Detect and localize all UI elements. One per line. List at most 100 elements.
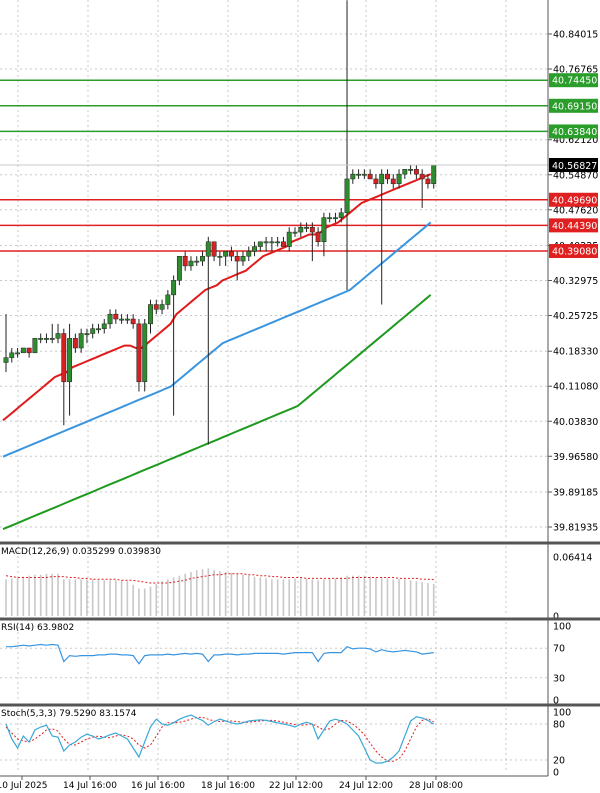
support-resistance-labels: 40.74450 40.69150 40.63840 40.49690 40.44390…: [549, 73, 598, 259]
candle-down: [113, 313, 119, 320]
candle-up: [78, 333, 84, 349]
candle-up: [252, 246, 257, 252]
candle-up: [176, 255, 182, 281]
candle-up: [9, 352, 15, 358]
candle-up: [275, 241, 281, 244]
candle-up: [269, 241, 275, 244]
support-label-bg: [549, 244, 598, 259]
candle-down: [425, 178, 431, 185]
fast-moving-average: [2, 173, 432, 422]
moving-averages: [2, 173, 432, 531]
candle-up: [298, 227, 304, 233]
candle-up: [361, 173, 367, 176]
candle-down: [61, 333, 67, 383]
candle-up: [408, 169, 414, 171]
stoch-main-line: [5, 714, 435, 764]
resistance-label-bg: [549, 98, 598, 113]
price-tick-label: 40.62120: [553, 135, 598, 146]
time-axis: 10 Jul 2025 14 Jul 16:00 16 Jul 16:00 18 Ju…: [0, 776, 463, 791]
candle-down: [315, 231, 321, 242]
candle-up: [55, 333, 61, 339]
candle-down: [390, 178, 396, 185]
candle-up: [217, 255, 223, 258]
candle-up: [15, 352, 21, 355]
candle-up: [119, 318, 125, 321]
candle-down: [182, 255, 188, 267]
price-tick-label: 40.11080: [553, 382, 598, 393]
price-tick-label: 40.03830: [553, 417, 598, 428]
candle-up: [20, 347, 26, 354]
candle-down: [153, 304, 159, 310]
support-label: 40.39080: [552, 247, 597, 258]
price-tick-label: 40.25725: [553, 311, 598, 322]
price-tick-label: 40.18330: [553, 347, 598, 358]
candle-up: [165, 294, 171, 305]
rsi-tick-label: 70: [553, 644, 565, 655]
time-tick-label: 10 Jul 2025: [0, 781, 47, 791]
candle-up: [101, 323, 107, 329]
rsi-title: RSI(14) 63.9802: [1, 623, 74, 633]
price-tick-label: 40.32975: [553, 276, 598, 287]
stoch-grid: [0, 708, 548, 772]
resistance-label-bg: [549, 124, 598, 139]
rsi-panel: RSI(14) 63.9802 100 70 30 0: [0, 617, 600, 707]
rsi-tick-label: 100: [553, 622, 571, 633]
candle-up: [402, 169, 408, 175]
price-tick-label: 39.89185: [553, 487, 598, 498]
candle-down: [228, 251, 234, 257]
stoch-tick-label: 20: [553, 756, 565, 767]
rsi-tick-label: 0: [553, 696, 559, 707]
candle-up: [292, 231, 298, 234]
stoch-tick-label: 80: [553, 720, 565, 731]
candle-down: [385, 173, 390, 180]
candles: [3, 0, 437, 445]
candle-up: [142, 323, 148, 383]
candle-up: [3, 357, 9, 363]
macd-histogram: [5, 568, 435, 616]
slow-moving-average: [2, 294, 432, 531]
candle-up: [96, 328, 101, 331]
candle-up: [333, 217, 338, 220]
price-panel: 40.84015 40.76765 40.62120 40.54870 40.47620…: [0, 0, 598, 540]
candle-down: [234, 255, 240, 262]
stoch-tick-label: 0: [553, 768, 559, 779]
candle-down: [419, 173, 425, 180]
macd-panel: MACD(12,26,9) 0.035299 0.039830 0.06414 0: [0, 541, 600, 623]
time-tick-label: 16 Jul 16:00: [131, 781, 185, 791]
candle-up: [44, 338, 49, 340]
price-tick-label: 40.84015: [553, 30, 598, 41]
rsi-axis: 100 70 30 0: [553, 622, 571, 707]
macd-tick-label: 0.06414: [553, 553, 592, 564]
time-tick-label: 22 Jul 12:00: [269, 781, 323, 791]
price-tick-label: 40.47620: [553, 205, 598, 216]
rsi-grid: [0, 622, 548, 700]
candle-up: [246, 251, 252, 257]
rsi-line: [6, 643, 434, 665]
price-tick-label: 39.81935: [553, 523, 598, 534]
candle-down: [130, 318, 136, 325]
candle-up: [356, 173, 362, 176]
support-label-bg: [549, 218, 598, 233]
candle-up: [148, 304, 153, 325]
rsi-tick-label: 30: [553, 673, 565, 684]
stoch-signal-line: [5, 716, 434, 762]
support-label-bg: [549, 192, 598, 207]
candle-down: [136, 323, 142, 383]
macd-tick-label: 0: [553, 612, 559, 623]
price-tick-label: 39.96580: [553, 452, 598, 463]
candle-up: [107, 313, 113, 325]
support-label: 40.49690: [552, 195, 597, 206]
mid-moving-average: [2, 221, 432, 458]
candle-down: [211, 241, 217, 257]
macd-axis: 0.06414 0: [553, 553, 592, 623]
candle-up: [223, 251, 229, 257]
candle-down: [373, 178, 379, 185]
current-price-tag-bg: [549, 158, 598, 172]
candle-up: [431, 165, 437, 185]
time-tick-label: 18 Jul 16:00: [201, 781, 255, 791]
candle-down: [367, 173, 373, 180]
price-tick-label: 40.54870: [553, 170, 598, 181]
candle-up: [350, 173, 356, 180]
